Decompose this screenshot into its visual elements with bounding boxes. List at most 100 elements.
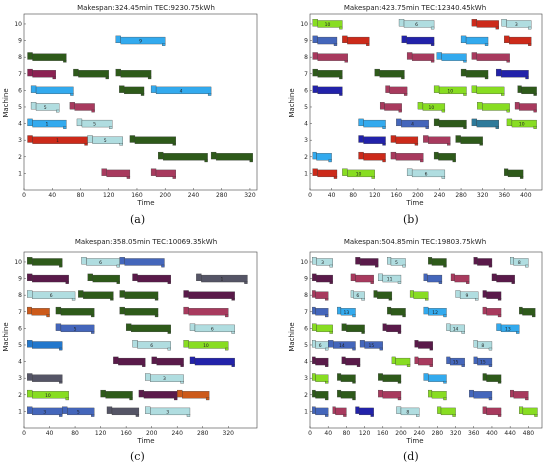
panel-b-xlabel: Time — [405, 199, 423, 207]
plot-frame — [309, 251, 543, 429]
setup-block — [151, 356, 157, 365]
y-tick-label: 8 — [304, 54, 308, 61]
y-tick-label: 10 — [300, 259, 308, 266]
y-tick-label: 2 — [18, 392, 22, 399]
task-bar — [389, 86, 408, 95]
task-tail — [447, 143, 451, 146]
x-tick-label: 160 — [377, 430, 389, 437]
task-bar — [509, 36, 532, 45]
task-tail — [333, 43, 338, 46]
task-bar — [143, 391, 178, 399]
y-tick-label: 10 — [300, 21, 308, 28]
task-bar — [506, 20, 532, 28]
setup-block — [409, 290, 414, 298]
task-bar — [522, 407, 538, 416]
setup-block — [113, 356, 119, 365]
y-tick-label: 10 — [14, 21, 22, 28]
y-tick-label: 1 — [304, 170, 308, 177]
x-tick-label: 360 — [468, 430, 480, 437]
task-tail — [231, 364, 235, 367]
task-bar — [106, 169, 131, 178]
x-tick-label: 200 — [159, 192, 171, 199]
setup-block — [341, 356, 346, 365]
task-bar — [31, 308, 50, 316]
setup-block — [501, 19, 507, 27]
setup-block — [495, 68, 502, 77]
task-label: 4 — [180, 88, 183, 94]
setup-block — [312, 257, 317, 265]
task-tail — [375, 264, 379, 268]
task-bar — [188, 308, 229, 316]
task-tail — [397, 281, 402, 284]
task-bar — [317, 169, 338, 178]
task-bar — [395, 153, 424, 161]
task-bar — [317, 36, 338, 45]
task-label: 9 — [466, 293, 469, 299]
task-tail — [339, 76, 343, 80]
setup-block — [396, 406, 402, 414]
setup-block — [414, 340, 419, 348]
task-tail — [180, 364, 184, 367]
task-tail — [425, 126, 429, 129]
task-tail — [109, 126, 113, 129]
setup-block — [125, 323, 132, 331]
x-tick-label: 160 — [391, 192, 403, 199]
setup-block — [355, 257, 361, 265]
setup-block — [471, 118, 478, 127]
y-tick-label: 5 — [18, 104, 22, 111]
x-tick-label: 360 — [499, 192, 511, 199]
task-label: 3 — [43, 409, 46, 415]
setup-block — [183, 340, 189, 348]
task-tail — [352, 314, 356, 318]
y-tick-label: 9 — [304, 276, 308, 283]
setup-block — [460, 35, 467, 44]
task-bar — [315, 391, 329, 399]
task-tail — [382, 126, 386, 129]
task-bar — [340, 308, 356, 316]
task-bar — [315, 374, 329, 382]
setup-block — [55, 306, 62, 315]
task-bar — [382, 274, 402, 283]
y-tick-label: 7 — [304, 71, 308, 78]
setup-block — [27, 373, 33, 381]
task-bar — [513, 391, 529, 399]
task-tail — [397, 397, 402, 401]
task-tail — [443, 397, 447, 401]
task-bar — [32, 391, 69, 399]
task-bar — [346, 324, 365, 333]
y-tick-label: 3 — [18, 137, 22, 144]
x-tick-label: 40 — [46, 430, 54, 437]
setup-block — [433, 151, 439, 160]
setup-block — [374, 68, 380, 77]
task-tail — [388, 298, 393, 301]
setup-block — [510, 389, 514, 398]
task-tail — [105, 76, 109, 80]
task-tail — [59, 347, 63, 351]
task-bar — [60, 324, 95, 333]
task-label: 3 — [321, 260, 324, 266]
task-label: 5 — [44, 105, 47, 111]
setup-block — [358, 118, 364, 127]
task-bar — [507, 169, 524, 178]
task-bar — [477, 341, 493, 349]
setup-block — [482, 290, 487, 298]
setup-block — [328, 340, 334, 348]
y-tick-label: 1 — [18, 170, 22, 177]
panel-b-title: Makespan:423.75min TEC:12340.45kWh — [344, 4, 486, 12]
task-label: 10 — [356, 171, 362, 177]
panel-d-ylabel: Machine — [288, 322, 296, 351]
task-tail — [501, 93, 505, 96]
task-tail — [231, 331, 235, 334]
task-tail — [167, 331, 171, 334]
y-tick-label: 2 — [304, 154, 308, 161]
task-bar — [155, 86, 212, 95]
task-label: 5 — [74, 326, 77, 332]
task-bar — [411, 53, 435, 61]
task-tail — [525, 264, 529, 268]
setup-block — [119, 290, 125, 298]
task-bar — [363, 136, 386, 144]
setup-block — [312, 373, 316, 381]
task-bar — [317, 53, 348, 61]
setup-block — [387, 306, 392, 315]
task-tail — [484, 76, 489, 80]
